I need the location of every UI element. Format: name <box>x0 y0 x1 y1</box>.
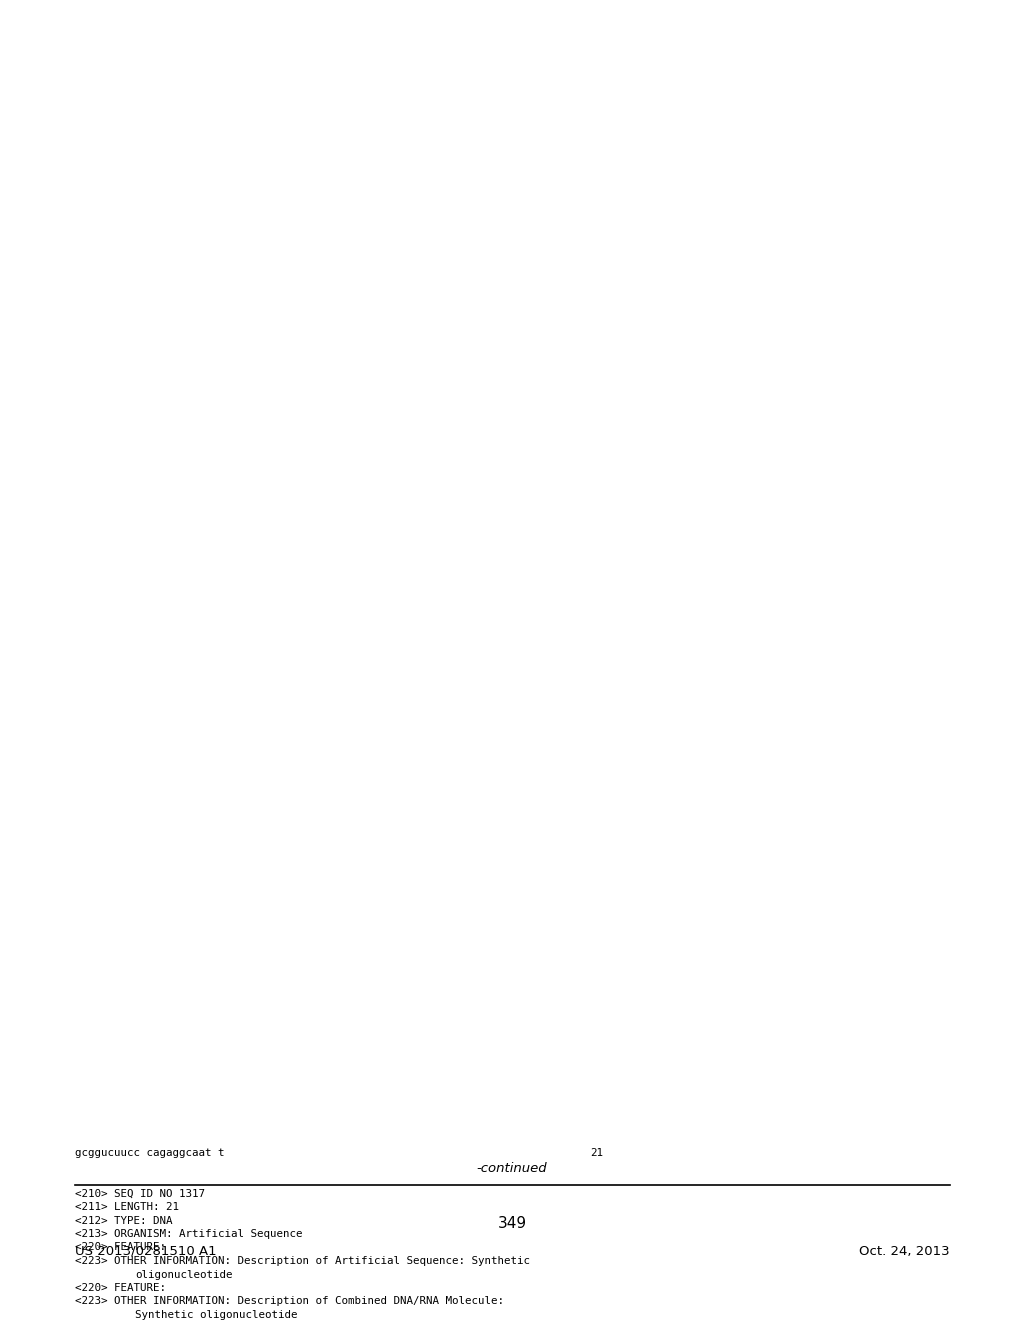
Text: -continued: -continued <box>477 1162 547 1175</box>
Text: <223> OTHER INFORMATION: Description of Combined DNA/RNA Molecule:: <223> OTHER INFORMATION: Description of … <box>75 1296 504 1307</box>
Text: <223> OTHER INFORMATION: Description of Artificial Sequence: Synthetic: <223> OTHER INFORMATION: Description of … <box>75 1257 530 1266</box>
Text: <212> TYPE: DNA: <212> TYPE: DNA <box>75 1216 172 1225</box>
Text: Oct. 24, 2013: Oct. 24, 2013 <box>859 1245 950 1258</box>
Text: <220> FEATURE:: <220> FEATURE: <box>75 1242 166 1253</box>
Text: oligonucleotide: oligonucleotide <box>135 1270 232 1279</box>
Text: US 2013/0281510 A1: US 2013/0281510 A1 <box>75 1245 217 1258</box>
Text: <211> LENGTH: 21: <211> LENGTH: 21 <box>75 1203 179 1212</box>
Text: 349: 349 <box>498 1216 526 1232</box>
Text: <210> SEQ ID NO 1317: <210> SEQ ID NO 1317 <box>75 1188 205 1199</box>
Text: <213> ORGANISM: Artificial Sequence: <213> ORGANISM: Artificial Sequence <box>75 1229 302 1239</box>
Text: gcggucuucc cagaggcaat t: gcggucuucc cagaggcaat t <box>75 1148 224 1158</box>
Text: Synthetic oligonucleotide: Synthetic oligonucleotide <box>135 1309 298 1320</box>
Text: <220> FEATURE:: <220> FEATURE: <box>75 1283 166 1294</box>
Text: 21: 21 <box>590 1148 603 1158</box>
